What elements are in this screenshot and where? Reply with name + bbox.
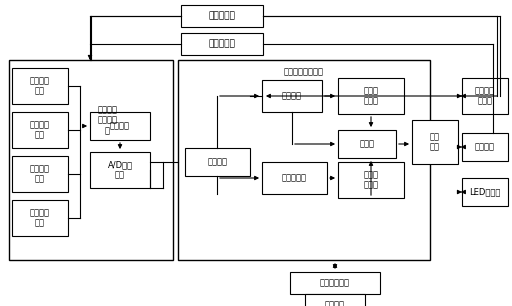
Text: 温度检测
装置: 温度检测 装置 (30, 208, 50, 228)
Text: 第二电池包: 第二电池包 (208, 12, 236, 21)
Bar (338, 78, 404, 114)
Bar (178, 60, 430, 260)
Bar (290, 272, 380, 294)
Bar (9, 60, 173, 260)
Bar (12, 68, 68, 104)
Bar (462, 133, 508, 161)
Bar (90, 152, 150, 188)
Text: 监控微控制器模块: 监控微控制器模块 (284, 68, 324, 76)
Text: 电流检测
装置: 电流检测 装置 (30, 76, 50, 96)
Text: 语音模块: 语音模块 (475, 143, 495, 151)
Bar (338, 130, 396, 158)
Text: 第二态
缓冲器: 第二态 缓冲器 (364, 170, 378, 190)
Bar (181, 33, 263, 55)
Bar (185, 148, 250, 176)
Text: 电池包信
息采集模
块: 电池包信 息采集模 块 (97, 105, 117, 135)
Text: 同步电路: 同步电路 (207, 158, 227, 166)
Text: 无线通信模块: 无线通信模块 (320, 278, 350, 288)
Text: 放大电路: 放大电路 (110, 121, 130, 130)
Text: 第一态
缓冲器: 第一态 缓冲器 (364, 86, 378, 106)
Text: 电压检测
装置: 电压检测 装置 (30, 120, 50, 140)
Text: 电池组切
换模块: 电池组切 换模块 (475, 86, 495, 106)
Text: 比较器: 比较器 (359, 140, 374, 148)
Bar (12, 112, 68, 148)
Bar (305, 294, 365, 306)
Text: A/D转换
单元: A/D转换 单元 (108, 160, 133, 180)
Bar (12, 156, 68, 192)
Text: 绝缘检测
装置: 绝缘检测 装置 (30, 164, 50, 184)
Text: LED指示灯: LED指示灯 (470, 188, 501, 196)
Bar (338, 162, 404, 198)
Bar (90, 112, 150, 140)
Text: 备用控制器: 备用控制器 (282, 174, 307, 182)
Text: 主控制器: 主控制器 (282, 91, 302, 100)
Bar (462, 78, 508, 114)
Bar (262, 80, 322, 112)
Text: 第一电池包: 第一电池包 (208, 39, 236, 48)
Bar (412, 120, 458, 164)
Bar (181, 5, 263, 27)
Text: 切换
电路: 切换 电路 (430, 132, 440, 152)
Bar (12, 200, 68, 236)
Bar (262, 162, 327, 194)
Text: 移动终端: 移动终端 (325, 300, 345, 306)
Bar (462, 178, 508, 206)
